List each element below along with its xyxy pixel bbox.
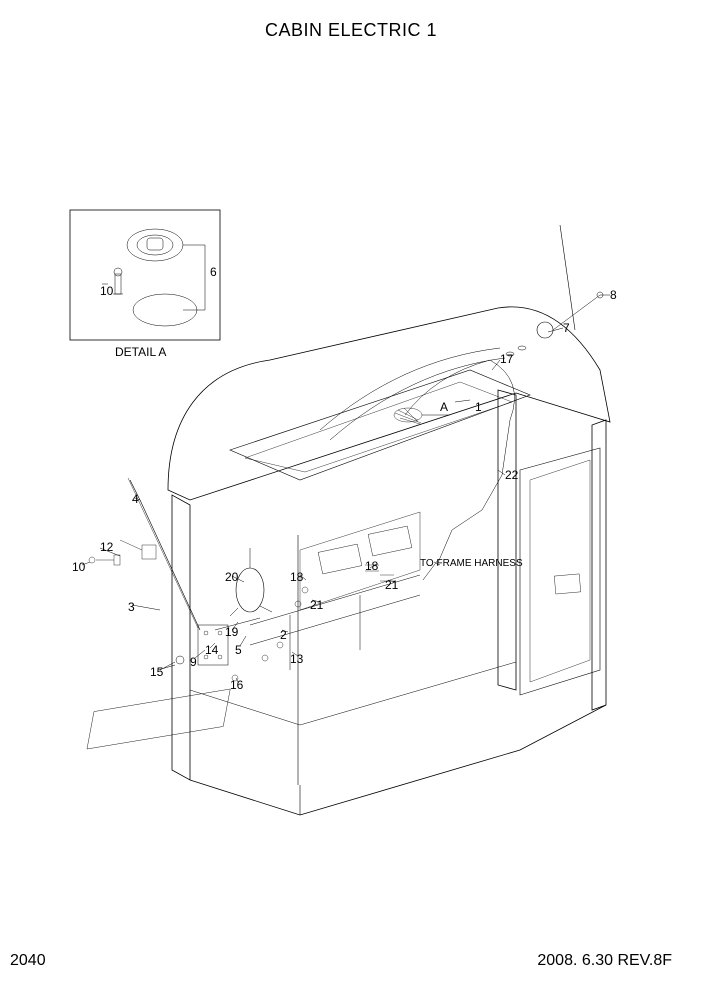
callout-1: 1 bbox=[475, 400, 482, 414]
callout-14: 14 bbox=[205, 643, 218, 657]
callout-16: 16 bbox=[230, 678, 243, 692]
footer-figure-number: 2040 bbox=[10, 952, 46, 970]
callout-3: 3 bbox=[128, 600, 135, 614]
callout-19: 19 bbox=[225, 625, 238, 639]
callout-21: 21 bbox=[385, 578, 398, 592]
callout-9: 9 bbox=[190, 655, 197, 669]
callout-13: 13 bbox=[290, 652, 303, 666]
callout-2: 2 bbox=[280, 628, 287, 642]
callout-17: 17 bbox=[500, 352, 513, 366]
callout-10: 10 bbox=[72, 560, 85, 574]
footer-revision: 2008. 6.30 REV.8F bbox=[537, 952, 672, 970]
detail-a-box bbox=[70, 210, 220, 340]
callout-8: 8 bbox=[610, 288, 617, 302]
cabin-frame bbox=[87, 225, 610, 815]
callout-22: 22 bbox=[505, 468, 518, 482]
callout-21: 21 bbox=[310, 598, 323, 612]
callout-10: 10 bbox=[100, 284, 113, 298]
callout-5: 5 bbox=[235, 643, 242, 657]
frame-harness-label: TO FRAME HARNESS bbox=[420, 558, 523, 569]
callout-15: 15 bbox=[150, 665, 163, 679]
callout-4: 4 bbox=[132, 492, 139, 506]
callout-18: 18 bbox=[290, 570, 303, 584]
callout-12: 12 bbox=[100, 540, 113, 554]
page-title: CABIN ELECTRIC 1 bbox=[0, 20, 702, 41]
callout-6: 6 bbox=[210, 265, 217, 279]
detail-ref-a: A bbox=[440, 400, 448, 414]
callout-7: 7 bbox=[563, 321, 570, 335]
detail-a-label: DETAIL A bbox=[115, 345, 166, 359]
callout-18: 18 bbox=[365, 559, 378, 573]
cabin-diagram bbox=[0, 70, 702, 940]
callout-20: 20 bbox=[225, 570, 238, 584]
